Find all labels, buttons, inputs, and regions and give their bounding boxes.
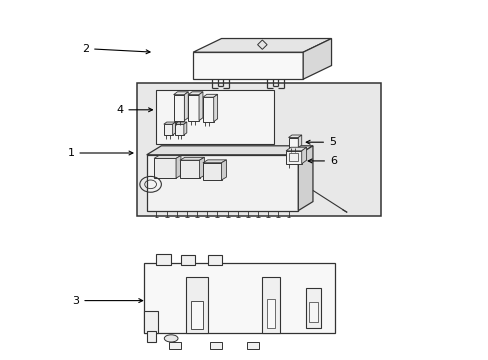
Polygon shape <box>199 157 204 178</box>
Polygon shape <box>203 97 213 122</box>
Polygon shape <box>176 156 181 178</box>
Bar <box>267 299 274 328</box>
Polygon shape <box>193 39 331 52</box>
Bar <box>308 302 317 322</box>
Polygon shape <box>298 135 301 148</box>
Text: 3: 3 <box>72 296 142 306</box>
Polygon shape <box>172 122 175 135</box>
Polygon shape <box>173 95 184 121</box>
Bar <box>207 255 221 265</box>
Polygon shape <box>146 155 298 211</box>
Bar <box>146 331 155 342</box>
Polygon shape <box>180 160 199 178</box>
Polygon shape <box>146 146 312 155</box>
Polygon shape <box>285 151 301 164</box>
Polygon shape <box>203 94 217 97</box>
Bar <box>144 311 158 333</box>
Bar <box>190 301 203 329</box>
Polygon shape <box>288 135 301 138</box>
Bar <box>168 342 181 349</box>
Polygon shape <box>173 92 188 95</box>
Polygon shape <box>285 147 306 151</box>
Polygon shape <box>213 94 217 122</box>
Text: 6: 6 <box>307 156 336 166</box>
Polygon shape <box>188 95 199 121</box>
Polygon shape <box>203 160 226 163</box>
Bar <box>262 277 279 333</box>
Polygon shape <box>154 158 176 178</box>
Polygon shape <box>183 122 186 135</box>
Bar <box>289 153 298 161</box>
Polygon shape <box>199 92 203 121</box>
Polygon shape <box>154 156 181 158</box>
Text: 1: 1 <box>67 148 133 158</box>
Text: 4: 4 <box>116 105 152 115</box>
Bar <box>137 83 381 216</box>
Polygon shape <box>288 138 298 148</box>
Bar <box>185 277 207 333</box>
Polygon shape <box>188 92 203 95</box>
Polygon shape <box>175 122 186 124</box>
Polygon shape <box>184 92 188 121</box>
Bar <box>210 342 222 349</box>
Text: 5: 5 <box>305 137 335 147</box>
Polygon shape <box>163 122 175 124</box>
Polygon shape <box>180 157 204 160</box>
Polygon shape <box>193 52 303 79</box>
Text: 2: 2 <box>82 44 150 54</box>
Polygon shape <box>175 124 183 135</box>
Bar <box>156 254 171 265</box>
Polygon shape <box>221 160 226 180</box>
Polygon shape <box>203 163 221 180</box>
Bar <box>246 342 259 349</box>
Polygon shape <box>301 147 306 164</box>
Polygon shape <box>303 39 331 79</box>
Bar <box>181 255 194 265</box>
Bar <box>144 263 334 333</box>
Polygon shape <box>163 124 172 135</box>
Bar <box>305 288 321 328</box>
Polygon shape <box>298 146 312 211</box>
Bar <box>156 90 273 144</box>
Ellipse shape <box>164 335 178 342</box>
